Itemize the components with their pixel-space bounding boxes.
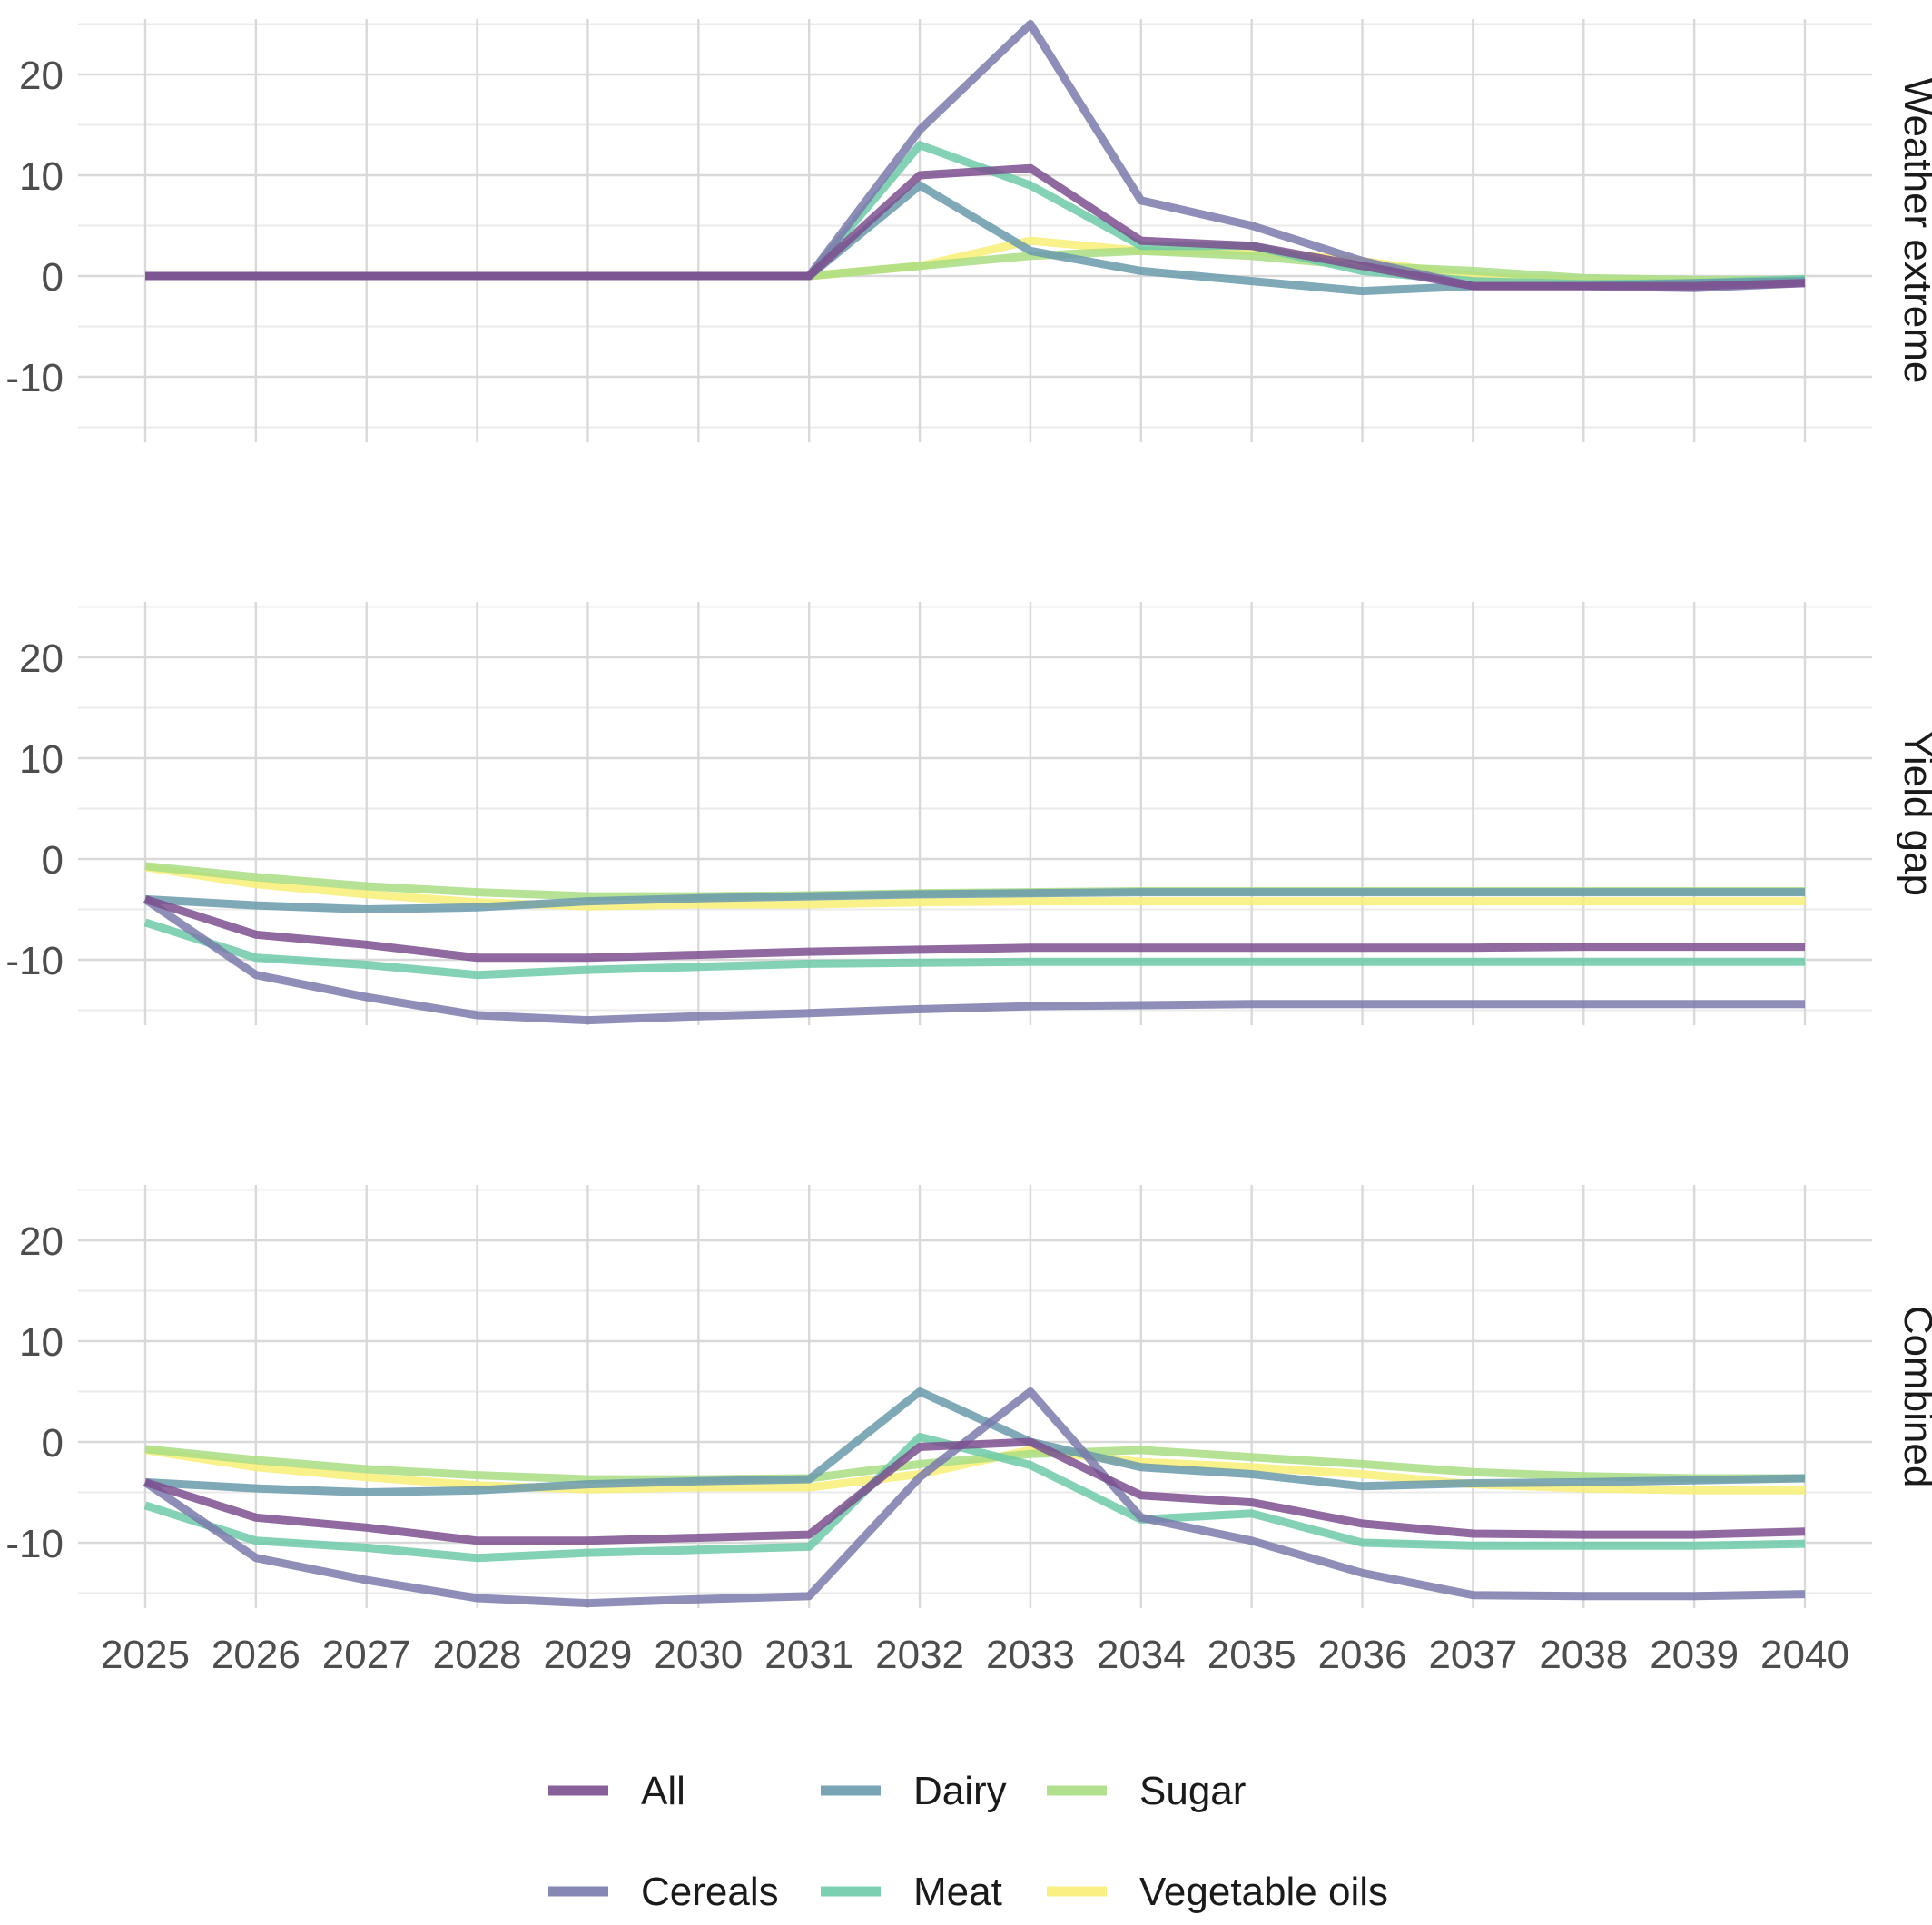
- series-line-cereals: [143, 1387, 1806, 1608]
- x-tick-label: 2029: [544, 1633, 633, 1677]
- legend-item: Meat: [821, 1870, 1002, 1914]
- x-tick-label: 2034: [1097, 1633, 1186, 1677]
- y-tick-label: -10: [5, 356, 64, 400]
- series-line-all: [143, 1437, 1806, 1545]
- x-tick-label: 2040: [1760, 1633, 1849, 1677]
- x-tick-label: 2035: [1208, 1633, 1296, 1677]
- y-tick-label: 10: [19, 154, 64, 199]
- x-tick-label: 2027: [322, 1633, 411, 1677]
- y-tick-label: -10: [5, 1522, 64, 1566]
- series-line-cereals: [145, 20, 1806, 292]
- x-tick-label: 2037: [1428, 1633, 1517, 1677]
- panel-0: 20 10 0 -10 Weather extreme: [5, 18, 1932, 443]
- y-tick-label: 10: [19, 1320, 64, 1365]
- x-tick-label: 2025: [101, 1633, 190, 1677]
- y-tick-label: 0: [42, 1421, 64, 1466]
- series-line-meat: [143, 1433, 1806, 1563]
- x-tick-label: 2032: [875, 1633, 964, 1677]
- series-line-sugar: [144, 1445, 1805, 1484]
- legend-label: Meat: [913, 1870, 1002, 1914]
- legend-label: Sugar: [1139, 1769, 1246, 1813]
- y-tick-label: 20: [19, 1219, 64, 1264]
- legend: All Dairy Sugar Cereals Meat Vegetable oils: [548, 1769, 1388, 1914]
- panel-1: 20 10 0 -10 Yield gap: [5, 601, 1932, 1026]
- legend-label: Dairy: [913, 1769, 1007, 1813]
- x-tick-label: 2038: [1539, 1633, 1628, 1677]
- y-tick-label: 0: [42, 838, 64, 883]
- facet-label: Combined: [1896, 1306, 1932, 1488]
- y-tick-label: 10: [19, 737, 64, 782]
- x-tick-label: 2039: [1650, 1633, 1739, 1677]
- legend-label: Cereals: [641, 1870, 779, 1914]
- series-line-dairy: [144, 1387, 1806, 1496]
- legend-item: Dairy: [821, 1769, 1007, 1813]
- legend-item: All: [548, 1769, 685, 1813]
- panel-2: 20 10 0 -10 Combined: [5, 1184, 1932, 1609]
- series-line-cereals: [143, 895, 1805, 1025]
- series-line-all: [143, 895, 1805, 962]
- series-line-all: [145, 163, 1806, 291]
- series-line-vegetable-oils: [144, 863, 1805, 911]
- legend-label: Vegetable oils: [1139, 1870, 1388, 1914]
- y-tick-label: 0: [42, 255, 64, 300]
- series-line-meat: [143, 918, 1805, 980]
- legend-item: Vegetable oils: [1047, 1870, 1388, 1914]
- y-tick-label: 20: [19, 54, 64, 98]
- x-tick-label: 2036: [1318, 1633, 1407, 1677]
- legend-item: Cereals: [548, 1870, 779, 1914]
- x-tick-label: 2033: [986, 1633, 1075, 1677]
- legend-item: Sugar: [1047, 1769, 1246, 1813]
- x-tick-label: 2031: [764, 1633, 853, 1677]
- y-tick-label: -10: [5, 939, 64, 983]
- x-tick-label: 2030: [654, 1633, 743, 1677]
- y-tick-label: 20: [19, 637, 64, 681]
- x-tick-label: 2026: [212, 1633, 301, 1677]
- facet-label: Yield gap: [1896, 731, 1932, 896]
- facet-label: Weather extreme: [1896, 78, 1932, 384]
- legend-label: All: [641, 1769, 685, 1813]
- x-axis: 2025 2026 2027 2028 2029 2030 2031 2032 2033 2034…: [101, 1633, 1849, 1677]
- series-line-dairy: [144, 888, 1805, 913]
- x-tick-label: 2028: [433, 1633, 522, 1677]
